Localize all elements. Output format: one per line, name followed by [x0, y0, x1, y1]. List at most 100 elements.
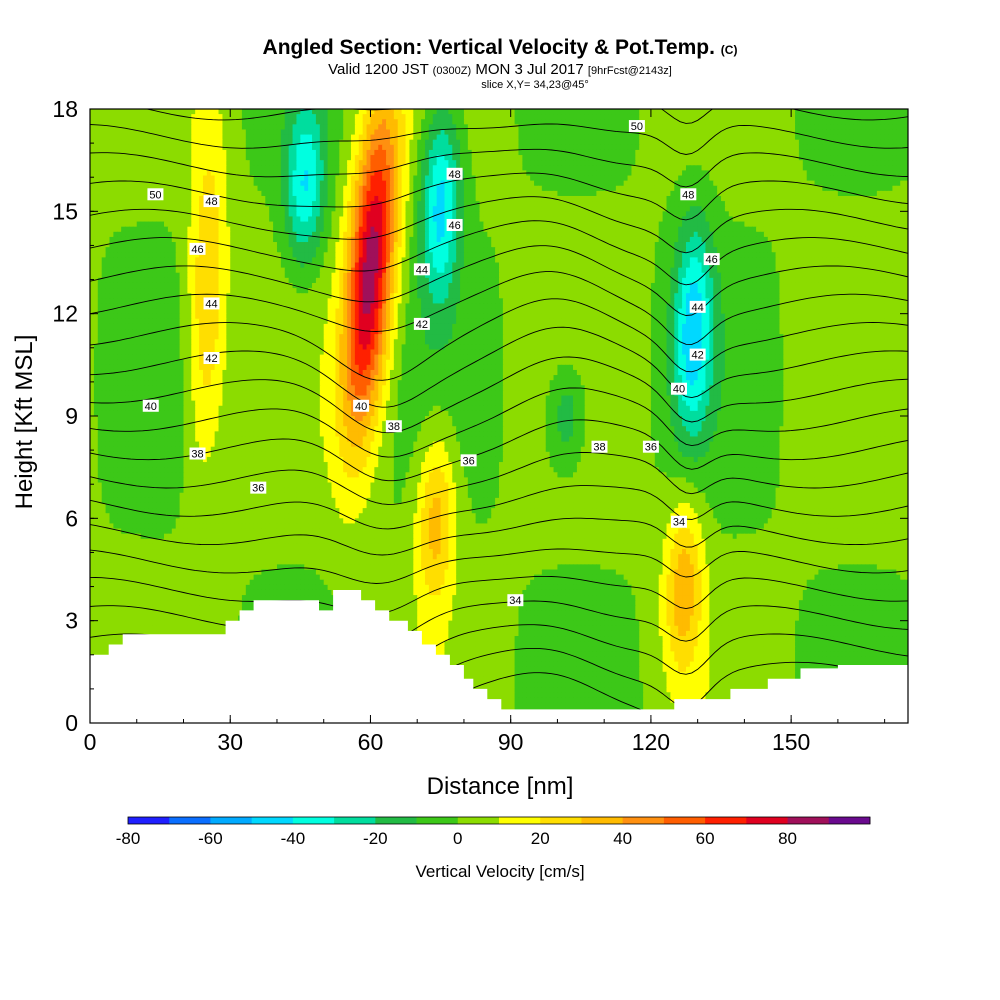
velocity-cell — [764, 129, 769, 135]
velocity-cell — [308, 181, 313, 187]
velocity-cell — [592, 222, 597, 228]
velocity-cell — [869, 114, 874, 120]
velocity-cell — [176, 150, 181, 156]
velocity-cell — [460, 135, 465, 141]
velocity-cell — [367, 211, 372, 217]
velocity-cell — [285, 216, 290, 222]
velocity-cell — [846, 222, 851, 228]
velocity-cell — [195, 145, 200, 151]
velocity-cell — [421, 124, 426, 130]
velocity-cell — [106, 201, 111, 207]
velocity-cell — [347, 186, 352, 192]
velocity-cell — [425, 109, 430, 115]
velocity-cell — [620, 155, 625, 161]
velocity-cell — [573, 170, 578, 176]
velocity-cell — [737, 109, 742, 115]
velocity-cell — [686, 129, 691, 135]
velocity-cell — [425, 176, 430, 182]
velocity-cell — [355, 135, 360, 141]
velocity-cell — [113, 129, 118, 135]
velocity-cell — [476, 165, 481, 171]
velocity-cell — [246, 181, 251, 187]
velocity-cell — [892, 170, 897, 176]
velocity-cell — [125, 140, 130, 146]
velocity-cell — [698, 186, 703, 192]
velocity-cell — [721, 135, 726, 141]
velocity-cell — [483, 211, 488, 217]
velocity-cell — [896, 222, 901, 228]
velocity-cell — [857, 135, 862, 141]
velocity-cell — [332, 160, 337, 166]
velocity-cell — [776, 222, 781, 228]
velocity-cell — [795, 222, 800, 228]
velocity-cell — [183, 145, 188, 151]
velocity-cell — [343, 196, 348, 202]
velocity-cell — [433, 176, 438, 182]
velocity-cell — [729, 222, 734, 228]
velocity-cell — [725, 145, 730, 151]
velocity-cell — [744, 119, 749, 125]
velocity-cell — [304, 222, 309, 228]
velocity-cell — [402, 216, 407, 222]
velocity-cell — [203, 129, 208, 135]
velocity-cell — [222, 129, 227, 135]
velocity-cell — [293, 135, 298, 141]
velocity-cell — [378, 150, 383, 156]
velocity-cell — [141, 191, 146, 197]
velocity-cell — [768, 160, 773, 166]
velocity-cell — [799, 114, 804, 120]
velocity-cell — [277, 140, 282, 146]
velocity-cell — [312, 135, 317, 141]
velocity-cell — [569, 216, 574, 222]
velocity-cell — [546, 170, 551, 176]
velocity-cell — [534, 114, 539, 120]
velocity-cell — [670, 135, 675, 141]
velocity-cell — [413, 155, 418, 161]
velocity-cell — [581, 196, 586, 202]
velocity-cell — [565, 165, 570, 171]
velocity-cell — [741, 119, 746, 125]
velocity-cell — [402, 201, 407, 207]
velocity-cell — [518, 155, 523, 161]
velocity-cell — [643, 109, 648, 115]
velocity-cell — [265, 196, 270, 202]
velocity-cell — [557, 181, 562, 187]
velocity-cell — [846, 129, 851, 135]
velocity-cell — [783, 170, 788, 176]
velocity-cell — [589, 216, 594, 222]
velocity-cell — [355, 222, 360, 228]
velocity-cell — [370, 201, 375, 207]
velocity-cell — [289, 155, 294, 161]
velocity-cell — [702, 201, 707, 207]
velocity-cell — [678, 135, 683, 141]
velocity-cell — [670, 227, 675, 233]
velocity-cell — [421, 170, 426, 176]
velocity-cell — [900, 181, 905, 187]
velocity-cell — [242, 176, 247, 182]
velocity-cell — [842, 160, 847, 166]
velocity-cell — [343, 119, 348, 125]
velocity-cell — [670, 155, 675, 161]
velocity-cell — [378, 186, 383, 192]
velocity-cell — [390, 150, 395, 156]
velocity-cell — [889, 206, 894, 212]
velocity-cell — [324, 216, 329, 222]
velocity-cell — [234, 114, 239, 120]
velocity-cell — [164, 222, 169, 228]
velocity-cell — [168, 222, 173, 228]
velocity-cell — [865, 114, 870, 120]
velocity-cell — [472, 129, 477, 135]
velocity-cell — [222, 155, 227, 161]
velocity-cell — [776, 176, 781, 182]
velocity-cell — [254, 222, 259, 228]
velocity-cell — [674, 196, 679, 202]
velocity-cell — [347, 129, 352, 135]
velocity-cell — [651, 181, 656, 187]
velocity-cell — [164, 150, 169, 156]
velocity-cell — [569, 196, 574, 202]
velocity-cell — [639, 222, 644, 228]
velocity-cell — [378, 114, 383, 120]
velocity-cell — [592, 129, 597, 135]
velocity-cell — [616, 201, 621, 207]
velocity-cell — [717, 170, 722, 176]
